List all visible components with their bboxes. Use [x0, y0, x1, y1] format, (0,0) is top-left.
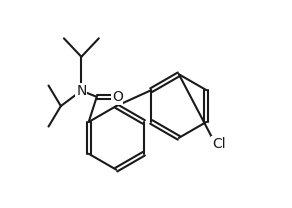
- Text: Cl: Cl: [212, 137, 226, 151]
- Text: N: N: [76, 84, 86, 98]
- Text: O: O: [112, 90, 123, 104]
